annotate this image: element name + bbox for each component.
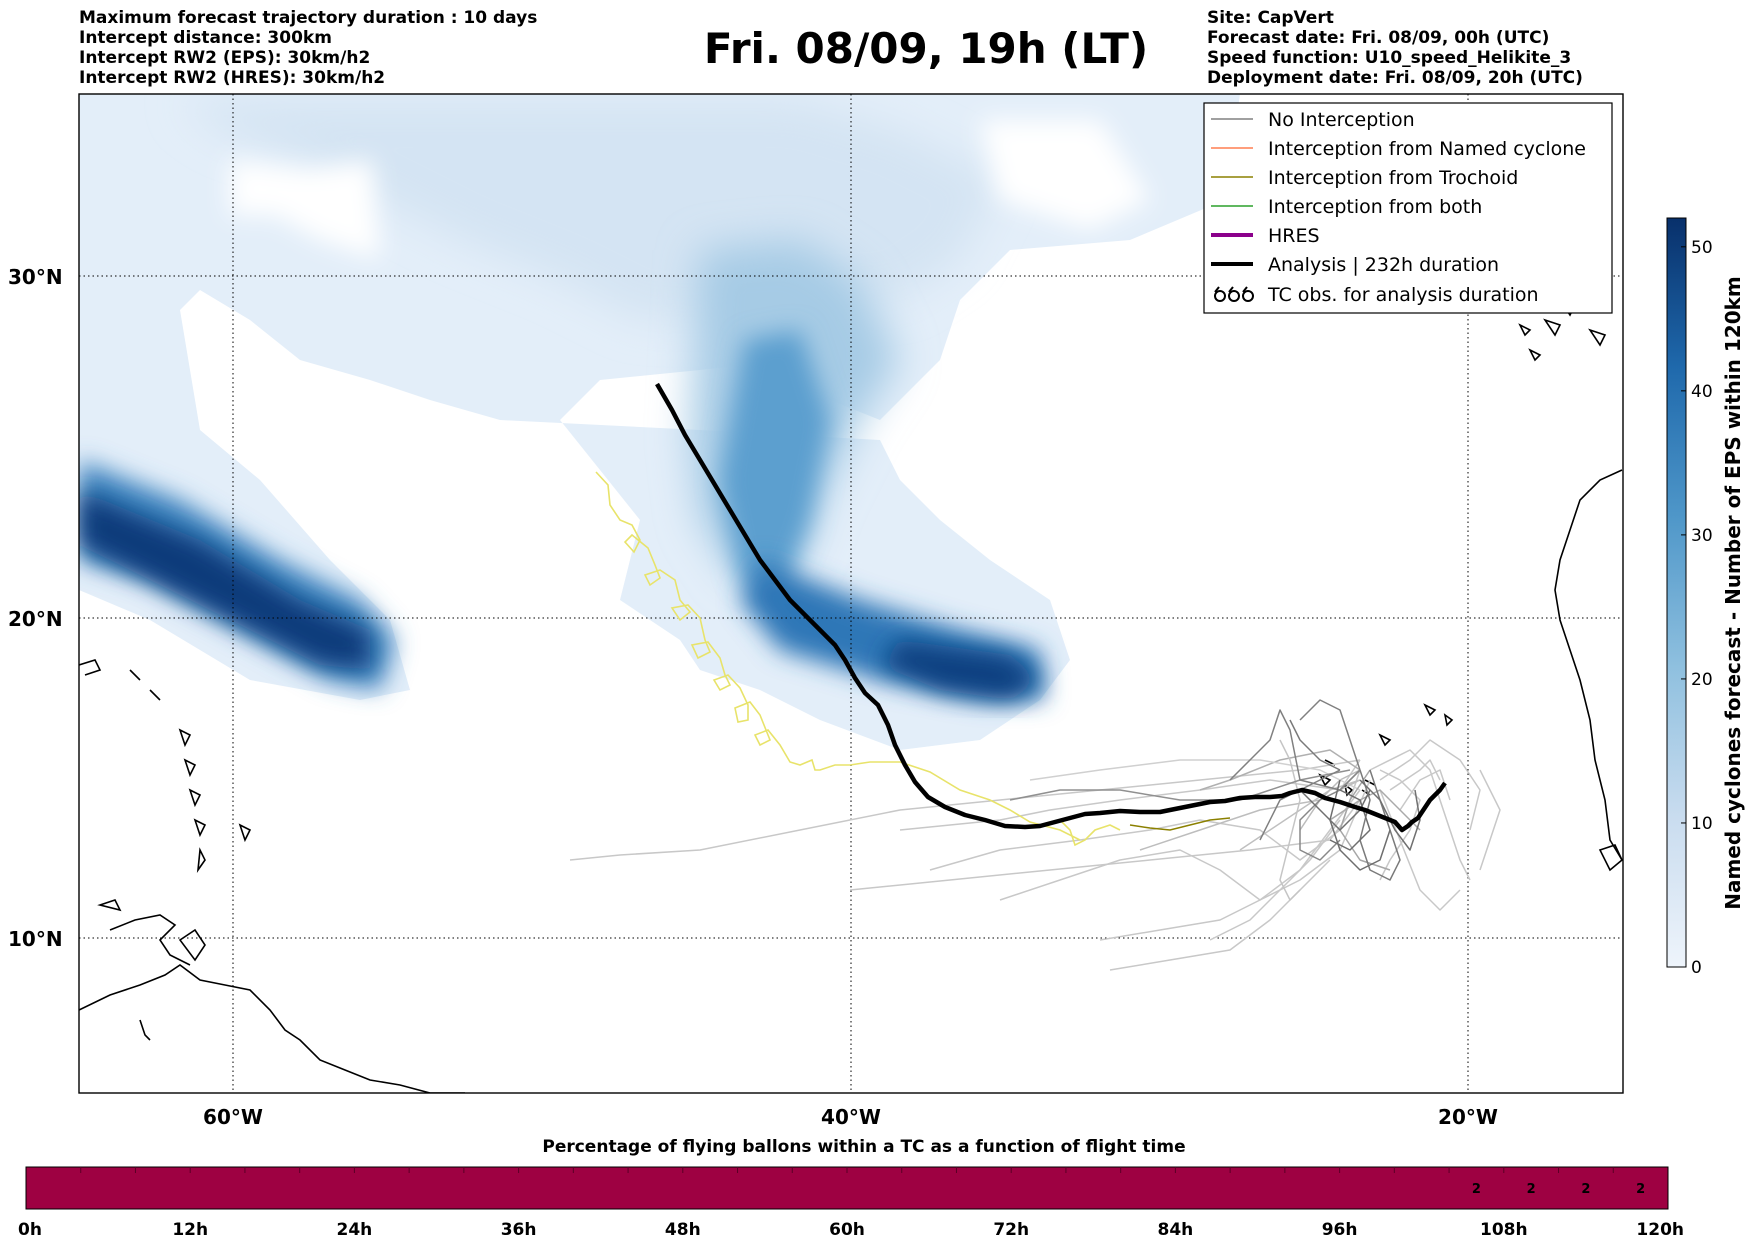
map-area <box>79 94 1623 1093</box>
lat-label-10n: 10°N <box>8 927 63 951</box>
header-right-line-1: Site: CapVert <box>1207 8 1334 28</box>
legend-label-hres: HRES <box>1268 225 1320 247</box>
flight-bar-tick-label: 36h <box>501 1220 537 1240</box>
flight-time-bar: Percentage of flying ballons within a TC… <box>18 1137 1684 1240</box>
lon-label-60w: 60°W <box>203 1105 263 1129</box>
flight-bar-ticks: 0h 12h 24h 36h 48h 60h 72h 84h 96h 108h 120h <box>18 1220 1684 1240</box>
flight-bar-cell-value: 2 <box>1527 1182 1536 1197</box>
tc-symbol-icon <box>1214 286 1254 302</box>
flight-bar-tick-label: 108h <box>1480 1220 1528 1240</box>
flight-bar-cell-value: 2 <box>1636 1182 1645 1197</box>
flight-bar-tick-label: 60h <box>829 1220 865 1240</box>
colorbar: 0 10 20 30 40 50 Named cyclones forecast - Nu… <box>1666 217 1745 978</box>
lat-label-30n: 30°N <box>8 265 63 289</box>
legend-label-no-interception: No Interception <box>1268 109 1415 131</box>
header-right-line-2: Forecast date: Fri. 08/09, 00h (UTC) <box>1207 28 1550 48</box>
flight-bar-fill <box>25 1166 1669 1210</box>
flight-bar-tick-label: 24h <box>337 1220 373 1240</box>
colorbar-tick-label: 30 <box>1691 526 1713 546</box>
legend-box <box>1203 102 1613 314</box>
flight-bar-tick-label: 84h <box>1158 1220 1194 1240</box>
flight-bar-tick-label: 96h <box>1322 1220 1358 1240</box>
page-title: Fri. 08/09, 19h (LT) <box>703 24 1149 73</box>
flight-bar-cell-value: 2 <box>1472 1182 1481 1197</box>
flight-bar-title: Percentage of flying ballons within a TC… <box>542 1137 1185 1157</box>
looping-trajectory <box>595 471 1121 847</box>
legend-label-trochoid: Interception from Trochoid <box>1268 167 1518 189</box>
header-right-line-3: Speed function: U10_speed_Helikite_3 <box>1207 48 1572 68</box>
header-left-line-1: Maximum forecast trajectory duration : 1… <box>79 8 538 28</box>
flight-bar-tick-label: 120h <box>1636 1220 1684 1240</box>
header-right-line-4: Deployment date: Fri. 08/09, 20h (UTC) <box>1207 68 1583 88</box>
lat-label-20n: 20°N <box>8 607 63 631</box>
legend-label-tc-obs: TC obs. for analysis duration <box>1267 284 1539 306</box>
colorbar-tick-label: 0 <box>1691 958 1702 978</box>
legend-label-analysis: Analysis | 232h duration <box>1268 254 1499 276</box>
flight-bar-tick-label: 0h <box>18 1220 42 1240</box>
trochoid-interception-trajectory <box>1129 817 1231 831</box>
lon-label-20w: 20°W <box>1438 1105 1498 1129</box>
analysis-trajectory <box>655 382 1447 833</box>
cyclone-density-field <box>79 94 1240 750</box>
flight-bar-cells: 2 2 2 2 <box>80 1167 1645 1197</box>
header-left-line-4: Intercept RW2 (HRES): 30km/h2 <box>79 68 386 88</box>
colorbar-tick-label: 50 <box>1691 238 1713 258</box>
legend-label-named-cyclone: Interception from Named cyclone <box>1268 138 1586 160</box>
map-legend: No Interception Interception from Named … <box>1203 102 1613 314</box>
colorbar-tick-label: 20 <box>1691 670 1713 690</box>
flight-bar-cell-value: 2 <box>1581 1182 1590 1197</box>
ensemble-trajectories <box>569 699 1501 971</box>
header-left-line-2: Intercept distance: 300km <box>79 28 332 48</box>
lon-label-40w: 40°W <box>821 1105 881 1129</box>
legend-label-both: Interception from both <box>1268 196 1482 218</box>
flight-bar-tick-label: 48h <box>665 1220 701 1240</box>
flight-bar-tick-label: 12h <box>172 1220 208 1240</box>
colorbar-ticks: 0 10 20 30 40 50 <box>1681 238 1713 978</box>
header-left-line-3: Intercept RW2 (EPS): 30km/h2 <box>79 48 371 68</box>
colorbar-tick-label: 10 <box>1691 814 1713 834</box>
flight-bar-tick-label: 72h <box>993 1220 1029 1240</box>
map-frame <box>78 93 1624 1094</box>
colorbar-tick-label: 40 <box>1691 382 1713 402</box>
colorbar-label: Named cyclones forecast - Number of EPS … <box>1721 276 1745 910</box>
colorbar-gradient <box>1666 217 1687 968</box>
